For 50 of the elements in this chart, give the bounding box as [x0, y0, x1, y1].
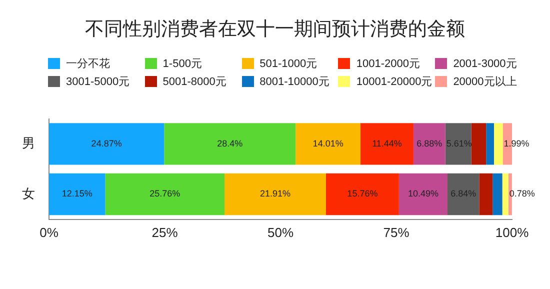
x-tick-label: 75% [383, 224, 410, 240]
legend-label: 20000元以上 [453, 75, 517, 89]
y-tick-label: 男 [22, 136, 35, 151]
data-label: 21.91% [260, 188, 291, 199]
bar [479, 173, 493, 216]
x-tick-label: 100% [495, 224, 530, 240]
x-tick-label: 50% [267, 224, 294, 240]
x-tick-label: 25% [152, 224, 178, 240]
legend-label: 1001-2000元 [356, 57, 420, 71]
data-label: 0.78% [509, 188, 535, 199]
data-label: 28.4% [217, 138, 243, 148]
bar [445, 123, 472, 165]
data-label: 6.84% [450, 188, 476, 199]
legend-label: 2001-3000元 [453, 57, 517, 71]
data-label: 25.76% [150, 188, 180, 199]
bar [413, 123, 446, 165]
bar [164, 123, 296, 165]
data-label: 6.88% [416, 138, 442, 148]
legend-label: 1-500元 [162, 57, 202, 71]
bar [49, 123, 164, 165]
data-label: 1.99% [504, 138, 530, 148]
bar [486, 123, 494, 165]
legend-label: 一分不花 [66, 57, 110, 71]
chart-title: 不同性别消费者在双十一期间预计消费的金额 [84, 18, 466, 42]
bar [326, 173, 399, 216]
bar [224, 173, 326, 216]
bar [296, 123, 361, 165]
data-label: 5.61% [446, 138, 472, 148]
bar [494, 123, 503, 165]
bar [471, 123, 486, 165]
bar [492, 173, 502, 216]
data-label: 15.76% [347, 188, 378, 199]
data-label: 14.01% [312, 138, 344, 148]
data-label: 11.44% [372, 138, 402, 148]
bar [105, 173, 225, 216]
data-label: 10.49% [408, 188, 438, 199]
legend-label: 3001-5000元 [66, 75, 130, 89]
data-label: 12.15% [62, 188, 92, 199]
bar [448, 173, 480, 216]
x-tick-label: 0% [40, 224, 59, 240]
legend-label: 5001-8000元 [162, 75, 226, 89]
bar [502, 173, 508, 216]
legend-label: 501-1000元 [260, 57, 318, 71]
y-tick-label: 女 [22, 186, 35, 201]
legend-label: 8001-10000元 [260, 75, 330, 89]
bar [49, 173, 106, 216]
bar [360, 123, 414, 165]
bar [398, 173, 448, 216]
data-label: 24.87% [91, 138, 122, 148]
legend-label: 10001-20000元 [356, 75, 432, 89]
